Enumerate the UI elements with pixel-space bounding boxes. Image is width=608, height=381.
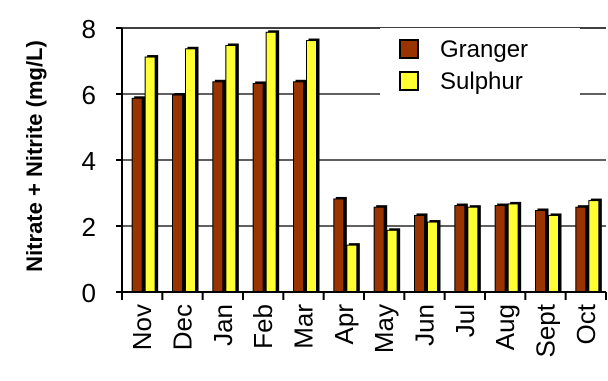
bar-granger-mar [294, 82, 304, 292]
bar-granger-apr [334, 199, 344, 292]
legend-label-sulphur: Sulphur [440, 68, 523, 95]
x-tick-label: Jun [410, 304, 440, 346]
x-tick-label: Oct [571, 303, 601, 344]
x-tick-label: Feb [248, 304, 278, 349]
bar-sulphur-jul [468, 207, 478, 292]
legend-swatch-granger [400, 40, 418, 58]
bar-granger-jun [415, 215, 425, 292]
x-tick-label: Mar [289, 304, 319, 349]
bar-sulphur-mar [307, 41, 317, 292]
bar-sulphur-nov [145, 57, 155, 292]
bar-sulphur-may [387, 230, 397, 292]
x-tick-label: Nov [127, 304, 157, 350]
y-tick-label: 4 [82, 146, 96, 176]
bar-sulphur-feb [266, 32, 276, 292]
y-tick-label: 2 [82, 212, 96, 242]
bar-granger-sept [536, 211, 546, 293]
y-axis-label: Nitrate + Nitrite (mg/L) [22, 40, 47, 272]
y-tick-labels: 0 2 4 6 8 [82, 14, 122, 308]
x-tick-label: Apr [329, 304, 359, 345]
bar-granger-feb [253, 83, 263, 292]
bar-sulphur-sept [549, 215, 559, 292]
bar-granger-oct [576, 207, 586, 292]
legend: Granger Sulphur [380, 28, 580, 98]
x-tick-label: Dec [168, 304, 198, 350]
x-tick-label: Sept [531, 303, 561, 357]
x-tick-label: May [369, 304, 399, 353]
bar-granger-dec [173, 95, 183, 292]
x-tick-label: Jul [450, 304, 480, 337]
bar-granger-may [374, 207, 384, 292]
y-tick-label: 8 [82, 14, 96, 44]
bar-sulphur-dec [186, 49, 196, 292]
bar-sulphur-jan [226, 46, 236, 293]
bar-sulphur-jun [428, 222, 438, 292]
bar-granger-aug [495, 206, 505, 292]
bar-sulphur-aug [508, 204, 518, 292]
bar-granger-nov [132, 98, 142, 292]
legend-swatch-sulphur [400, 72, 418, 90]
y-tick-label: 6 [82, 80, 96, 110]
y-tick-label: 0 [82, 278, 96, 308]
x-tick-labels: Nov Dec Jan Feb Mar Apr May Jun Jul Aug Sept Oct [122, 292, 606, 358]
x-tick-label: Aug [490, 304, 520, 350]
bar-granger-jul [455, 206, 465, 292]
bar-sulphur-apr [347, 245, 357, 292]
legend-label-granger: Granger [440, 36, 528, 63]
bar-granger-jan [213, 82, 223, 292]
x-tick-label: Jan [208, 304, 238, 346]
bar-sulphur-oct [589, 201, 599, 292]
